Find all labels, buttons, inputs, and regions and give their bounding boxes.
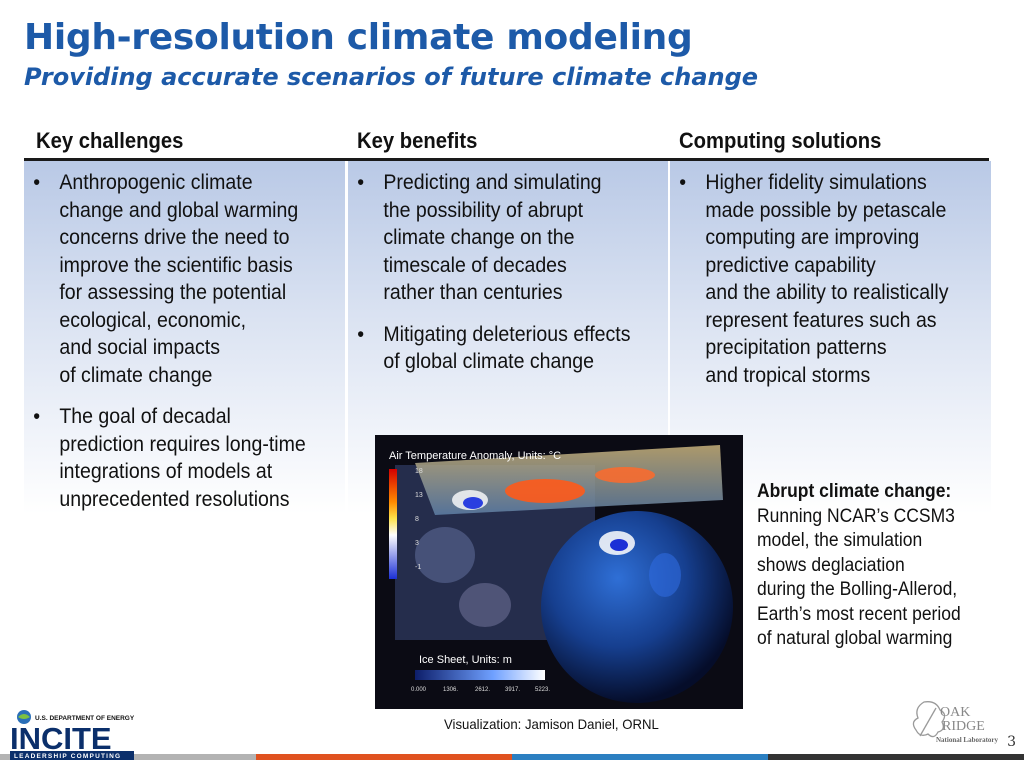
footer-bar-dark: [768, 754, 1024, 760]
slide-title: High-resolution climate modeling: [24, 17, 693, 58]
oak-leaf-icon: [912, 701, 946, 738]
bullet-item: • The goal of decadal prediction requires …: [24, 403, 323, 513]
bullet-line: The goal of decadal: [59, 405, 231, 428]
bullet-dot: •: [357, 322, 365, 346]
bullet-line: improve the scientific basis: [59, 253, 293, 277]
temperature-tick: 8: [415, 516, 419, 523]
bullet-line: represent features such as: [705, 308, 937, 332]
ornl-logo-line3: National Laboratory: [936, 736, 999, 744]
bullet-dot: •: [33, 405, 41, 428]
bullet-item: • Higher fidelity simulations made possibl…: [670, 169, 969, 389]
column-key-challenges: • Anthropogenic climate change and global …: [24, 161, 345, 514]
bullet-line: Predicting and simulating: [383, 171, 602, 194]
bullet-line: timescale of decades: [383, 253, 567, 277]
bullet-line: of climate change: [59, 363, 213, 387]
header-key-benefits: Key benefits: [357, 128, 478, 153]
climate-visualization-image: Air Temperature Anomaly, Units: °C 18 13…: [375, 435, 743, 709]
bullet-line: and social impacts: [59, 336, 220, 359]
bullet-line: ecological, economic,: [59, 308, 247, 332]
bullet-line: for assessing the potential: [59, 281, 287, 304]
header-computing-solutions: Computing solutions: [679, 128, 882, 153]
bullet-line: of global climate change: [383, 350, 594, 373]
footer-bar-orange: [256, 754, 512, 760]
bullet-line: predictive capability: [705, 253, 876, 277]
bullet-dot: •: [33, 171, 41, 194]
temperature-tick: 3: [415, 540, 419, 547]
ice-tick: 1306.: [443, 687, 458, 693]
ice-sheet-label: Ice Sheet, Units: m: [419, 654, 512, 666]
bullet-line: made possible by petascale: [705, 198, 947, 222]
caption-body: Running NCAR’s CCSM3 model, the simulati…: [757, 505, 961, 650]
bullet-item: • Predicting and simulating the possibilit…: [348, 169, 647, 307]
bullet-list: • Predicting and simulating the possibilit…: [348, 161, 669, 376]
bullet-dot: •: [679, 171, 687, 194]
bullet-line: Anthropogenic climate: [59, 171, 253, 194]
header-key-challenges: Key challenges: [36, 128, 184, 153]
bullet-line: integrations of models at: [59, 460, 273, 483]
bullet-item: • Mitigating deleterious effects of global…: [348, 321, 647, 376]
ice-sheet-colorbar: [415, 670, 545, 680]
temperature-tick: 18: [415, 468, 423, 475]
bullet-item: • Anthropogenic climate change and global …: [24, 169, 323, 389]
footer-bar-blue: [512, 754, 768, 760]
temperature-label: Air Temperature Anomaly, Units: °C: [389, 450, 561, 462]
bullet-line: the possibility of abrupt: [383, 198, 584, 222]
bullet-line: climate change on the: [383, 226, 575, 249]
visualization-caption: Abrupt climate change: Running NCAR’s CC…: [757, 480, 987, 652]
ice-tick: 3917.: [505, 687, 520, 693]
temperature-tick: 13: [415, 492, 423, 499]
bullet-line: Mitigating deleterious effects: [383, 322, 631, 346]
temperature-tick: -1: [415, 564, 421, 571]
incite-logo: U.S. DEPARTMENT OF ENERGY INCITE LEADERS…: [8, 707, 136, 762]
ornl-logo-line1: OAK: [940, 705, 970, 720]
ornl-logo-line2: RIDGE: [942, 719, 985, 734]
bullet-line: concerns drive the need to: [59, 226, 290, 249]
ice-tick: 5223.: [535, 687, 550, 693]
bullet-line: prediction requires long-time: [59, 432, 306, 456]
bullet-line: precipitation patterns: [705, 336, 887, 359]
caption-heading: Abrupt climate change:: [757, 481, 952, 502]
page-number: 3: [1007, 734, 1016, 750]
bullet-list: • Higher fidelity simulations made possibl…: [670, 161, 991, 389]
slide-subtitle: Providing accurate scenarios of future c…: [24, 63, 759, 91]
ornl-logo: OAK RIDGE National Laboratory: [906, 696, 1006, 748]
ice-tick: 2612.: [475, 687, 490, 693]
bullet-line: and tropical storms: [705, 363, 871, 387]
bullet-line: computing are improving: [705, 226, 920, 249]
bullet-line: change and global warming: [59, 198, 299, 222]
bullet-line: rather than centuries: [383, 281, 563, 304]
bullet-dot: •: [357, 171, 365, 194]
table-header: Key challenges Key benefits Computing so…: [24, 124, 989, 161]
bullet-list: • Anthropogenic climate change and global …: [24, 161, 345, 513]
climate-visualization: Air Temperature Anomaly, Units: °C 18 13…: [375, 435, 743, 709]
bullet-line: unprecedented resolutions: [59, 487, 290, 511]
incite-logo-main-text: INCITE: [10, 721, 112, 756]
temperature-colorbar: [389, 469, 397, 579]
visualization-credit: Visualization: Jamison Daniel, ORNL: [444, 716, 659, 732]
incite-logo-bottom-text: LEADERSHIP COMPUTING: [14, 753, 121, 760]
bullet-line: Higher fidelity simulations: [705, 171, 927, 194]
ice-tick: 0.000: [411, 687, 427, 693]
incite-logo-top-text: U.S. DEPARTMENT OF ENERGY: [35, 715, 135, 722]
bullet-line: and the ability to realistically: [705, 281, 949, 304]
